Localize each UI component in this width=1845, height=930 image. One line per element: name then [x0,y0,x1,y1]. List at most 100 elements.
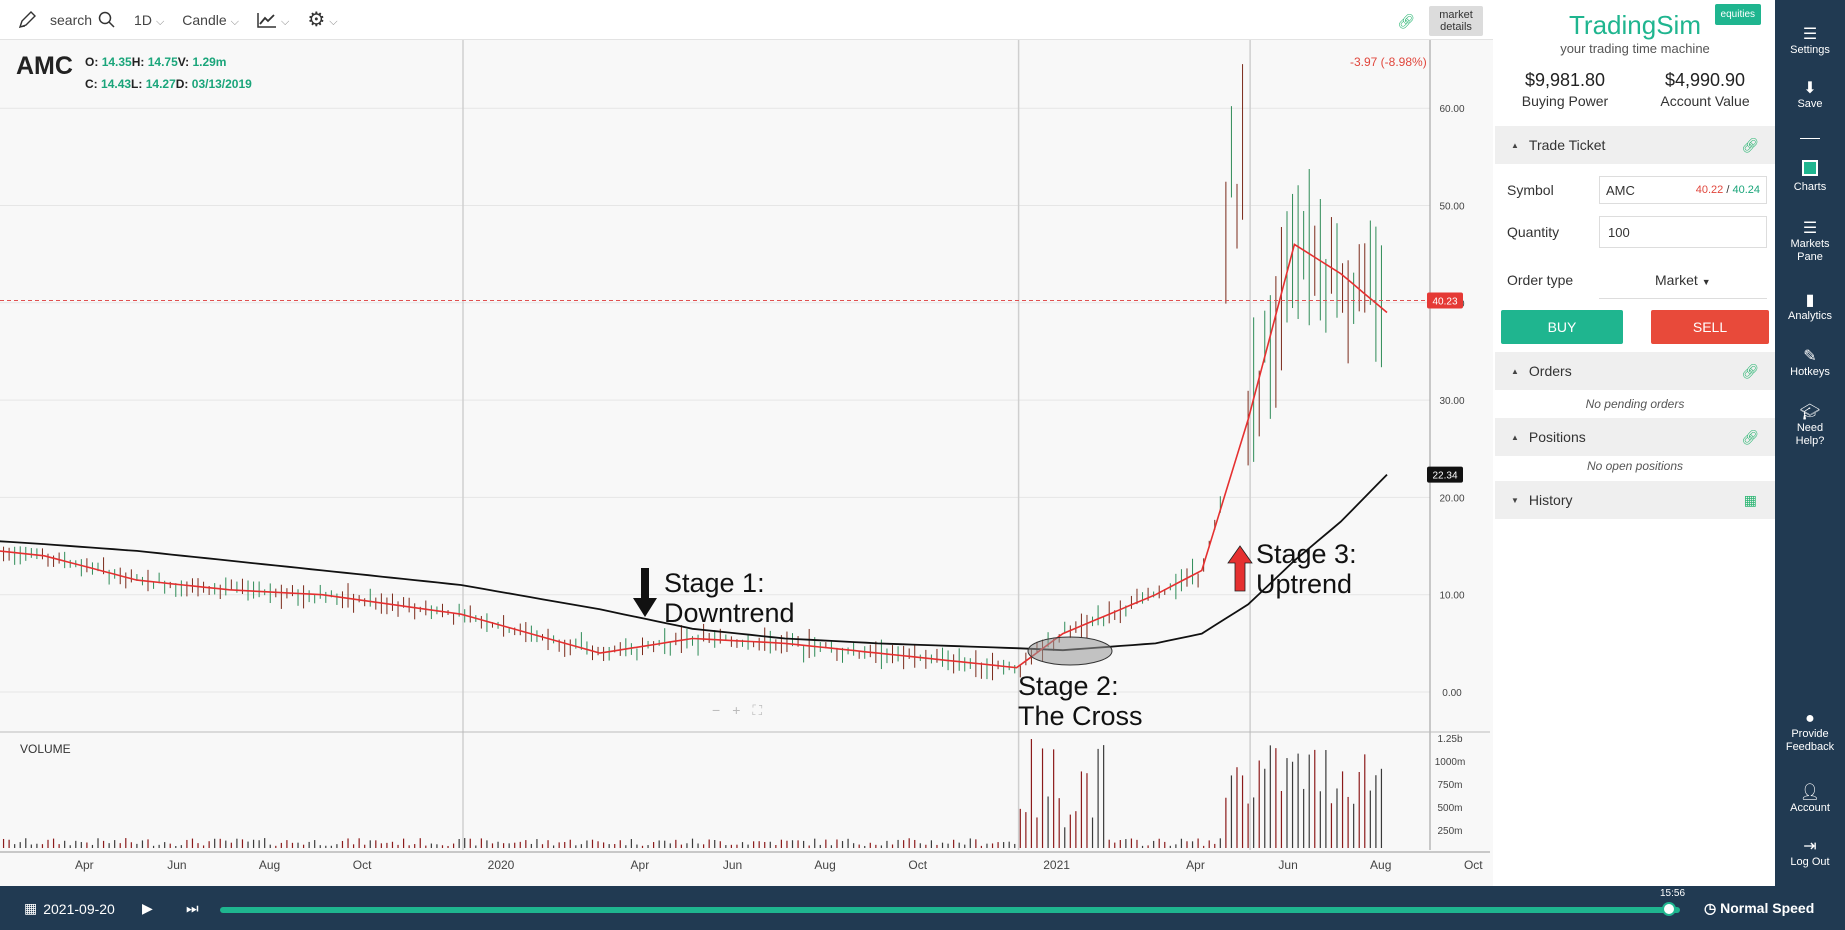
sidebar-label: Help? [1795,435,1825,447]
symbol-label: Symbol [1507,182,1554,198]
cross-highlight-ellipse [1027,636,1113,666]
time-tick-label: Aug [1370,858,1391,872]
gear-icon: ⚙ [307,9,326,31]
sidebar-item-settings[interactable]: ☰ Settings [1775,27,1845,57]
volume-tick-label: 500m [1437,803,1462,814]
search-icon[interactable] [98,11,116,29]
zoom-in-icon[interactable]: + [732,702,753,718]
indicators-button[interactable]: ⌵ [257,10,289,29]
link-icon[interactable]: 🔗︎ [1397,13,1415,29]
speed-select[interactable]: ◷ Normal Speed [1704,900,1814,917]
price-change: -3.97 (-8.98%) [1350,55,1427,69]
chart-toolbar: search 1D ⌵ Candle ⌵ ⌵ ⚙ ⌵ 🔗︎ market detai… [0,0,1493,40]
sidebar-label: Feedback [1785,741,1835,753]
sidebar-label: Analytics [1787,310,1833,322]
divider [1599,298,1767,299]
history-header[interactable]: ▼ History ▦ [1495,481,1775,519]
time-tick-label: 2020 [488,858,515,872]
volume-tick-label: 750m [1437,780,1462,791]
chevron-down-icon: ⌵ [329,16,338,28]
sidebar-item-charts[interactable]: Charts [1775,160,1845,194]
trade-ticket-header[interactable]: ▲ Trade Ticket 🔗︎ [1495,126,1775,164]
date-picker[interactable]: ▦ 2021-09-20 [24,900,115,917]
sidebar-item-help[interactable]: 🎓︎ Need Help? [1775,404,1845,448]
sidebar-item-analytics[interactable]: ▮ Analytics [1775,292,1845,323]
interval-select[interactable]: 1D ⌵ [134,10,164,29]
calendar-icon: ▦ [24,900,38,916]
low-label: L: [131,77,143,91]
step-forward-icon[interactable]: ⏭︎ [186,900,199,916]
sidebar-label: Provide [1791,728,1829,740]
price-tick-label: 30.00 [1439,396,1464,407]
fullscreen-icon[interactable]: ⛶ [752,702,775,718]
ask-price: 40.24 [1732,184,1760,196]
clock-icon: ◷ [1704,900,1717,916]
brand: TradingSim your trading time machine [1495,10,1775,56]
download-icon: ⬇ [1803,80,1817,97]
positions-header[interactable]: ▲ Positions 🔗︎ [1495,418,1775,456]
account-value: $4,990.90 Account Value [1635,70,1775,109]
zoom-controls[interactable]: −+⛶ [712,702,774,719]
sidebar-label: Need [1796,422,1824,434]
buying-power-value: $9,981.80 [1524,70,1606,90]
time-tick-label: Aug [814,858,835,872]
moving-average-slow [0,473,1388,652]
quantity-input[interactable]: 100 [1599,216,1767,248]
graduation-cap-icon: 🎓︎ [1799,404,1821,421]
orders-header[interactable]: ▲ Orders 🔗︎ [1495,352,1775,390]
chevron-down-icon: ⌵ [155,16,165,28]
symbol-input[interactable]: AMC 40.22 / 40.24 [1599,176,1767,204]
time-tick-label: Jun [1278,858,1297,872]
triangle-up-icon: ▲ [1511,432,1519,442]
buying-power: $9,981.80 Buying Power [1495,70,1635,109]
time-tick-label: Jun [167,858,186,872]
equities-badge[interactable]: equities [1714,4,1761,25]
list-icon: ☰ [1802,220,1818,237]
sell-button[interactable]: SELL [1651,310,1769,344]
market-details-button[interactable]: market details [1429,6,1483,36]
chart-type-select[interactable]: Candle ⌵ [182,10,239,29]
search-box[interactable]: search [50,11,116,29]
order-type-label: Order type [1507,272,1574,288]
volume-pane-label: VOLUME [20,742,71,756]
logout-icon: ⇥ [1803,838,1817,855]
open-value: 14.35 [101,55,132,69]
sidebar-item-feedback[interactable]: ● Provide Feedback [1775,710,1845,754]
chart-settings-button[interactable]: ⚙ ⌵ [307,7,337,32]
sidebar-label: Charts [1793,181,1827,193]
account-value-label: Account Value [1660,93,1750,109]
no-positions-message: No open positions [1586,459,1684,473]
order-type-select[interactable]: Market ▼ [1655,272,1711,288]
sidebar-item-save[interactable]: ⬇ Save [1775,80,1845,111]
link-icon[interactable]: 🔗︎ [1741,428,1759,445]
bar-chart-icon: ▮ [1805,292,1815,309]
sidebar-item-hotkeys[interactable]: ✎ Hotkeys [1775,349,1845,379]
sidebar-item-account[interactable]: 👤︎ Account [1775,785,1845,815]
close-value: 14.43 [101,77,132,91]
playback-slider-handle[interactable] [1662,902,1676,916]
quantity-label: Quantity [1507,224,1560,240]
stage1-annotation: Stage 1: Downtrend [664,568,795,628]
trade-panel: TradingSim your trading time machine equ… [1495,0,1775,886]
sidebar-item-logout[interactable]: ⇥ Log Out [1775,838,1845,869]
play-icon[interactable]: ▶ [142,900,153,916]
link-icon[interactable]: 🔗︎ [1741,136,1759,153]
playback-date: 2021-09-20 [43,900,115,917]
buy-button[interactable]: BUY [1501,310,1623,344]
playback-slider[interactable] [220,907,1680,913]
date-value: 03/13/2019 [191,77,252,91]
bar-chart-icon[interactable]: ▦ [1743,491,1757,508]
sidebar-label: Pane [1797,251,1823,263]
chevron-down-icon: ⌵ [281,16,290,28]
sidebar-item-markets-pane[interactable]: ☰ Markets Pane [1775,220,1845,264]
stage3-title: Stage 3: [1256,539,1357,569]
interval-value: 1D [134,11,152,28]
volume-value: 1.29m [192,55,227,69]
zoom-out-icon[interactable]: − [712,702,733,718]
alert-circle-icon: ● [1805,710,1815,727]
search-input[interactable]: search [50,11,93,28]
link-icon[interactable]: 🔗︎ [1741,362,1759,379]
price-chart[interactable]: 60.0050.0040.0030.0020.0010.000.0040.232… [0,40,1493,886]
pencil-icon[interactable] [18,10,36,29]
